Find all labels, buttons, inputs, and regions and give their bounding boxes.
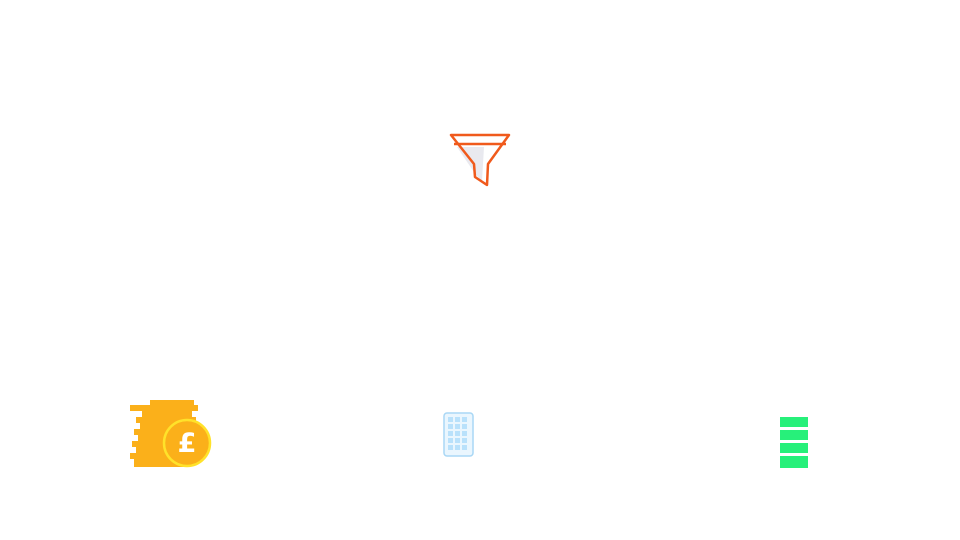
stack-bar-2 bbox=[780, 430, 808, 440]
stack-bar-1 bbox=[780, 417, 808, 427]
stack-bar-4 bbox=[780, 456, 808, 468]
funnel-inner bbox=[457, 147, 484, 181]
grid-cells bbox=[448, 417, 467, 450]
grid-table-icon bbox=[443, 412, 474, 457]
coin bbox=[162, 418, 212, 468]
stack-bar-3 bbox=[780, 443, 808, 453]
funnel-outline bbox=[449, 133, 511, 187]
funnel-icon bbox=[449, 133, 511, 187]
pound-coins-icon: £ bbox=[130, 400, 212, 468]
pound-symbol: £ bbox=[178, 428, 197, 459]
stacked-bars-icon bbox=[780, 417, 808, 468]
